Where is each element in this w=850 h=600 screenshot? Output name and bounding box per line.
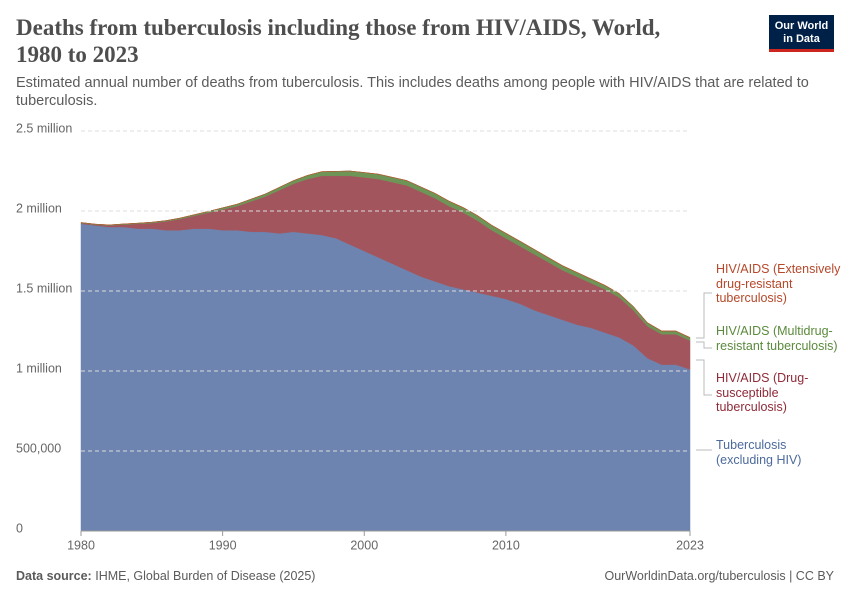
area [80,170,691,339]
source-label: Data source: [16,569,92,583]
legend-label: HIV/AIDS (Extensively drug-resistant tub… [716,262,841,305]
x-tick-label: 2000 [350,538,378,552]
credit[interactable]: OurWorldinData.org/tuberculosis | CC BY [604,569,835,583]
logo-line: Our World [774,20,829,32]
legend-label: HIV/AIDS (Drug-susceptible tuberculosis) [716,371,809,414]
y-tick-label: 500,000 [16,441,61,455]
source-text: IHME, Global Burden of Disease (2025) [95,569,316,583]
legend-connector [696,341,712,349]
legend-connector [696,359,712,396]
y-tick-label: 0 [16,521,23,535]
x-tick-label: 1980 [67,538,95,552]
logo-line: in Data [783,33,820,45]
legend-connector [696,292,712,339]
y-tick-label: 2 million [16,201,62,215]
x-tick-label: 2023 [676,538,704,552]
legend-label: Tuberculosis (excluding HIV) [716,438,802,467]
area [80,223,691,532]
source: Data source: IHME, Global Burden of Dise… [16,569,315,583]
legend-label: HIV/AIDS (Multidrug-resistant tuberculos… [716,324,838,353]
logo[interactable]: Our World in Data [769,15,834,52]
y-tick-label: 1.5 million [16,281,72,295]
chart-subtitle: Estimated annual number of deaths from t… [16,75,809,109]
x-tick-label: 1990 [209,538,237,552]
y-tick-label: 2.5 million [16,121,72,135]
chart-title: Deaths from tuberculosis including those… [16,15,661,67]
y-tick-label: 1 million [16,361,62,375]
x-tick-label: 2010 [492,538,520,552]
